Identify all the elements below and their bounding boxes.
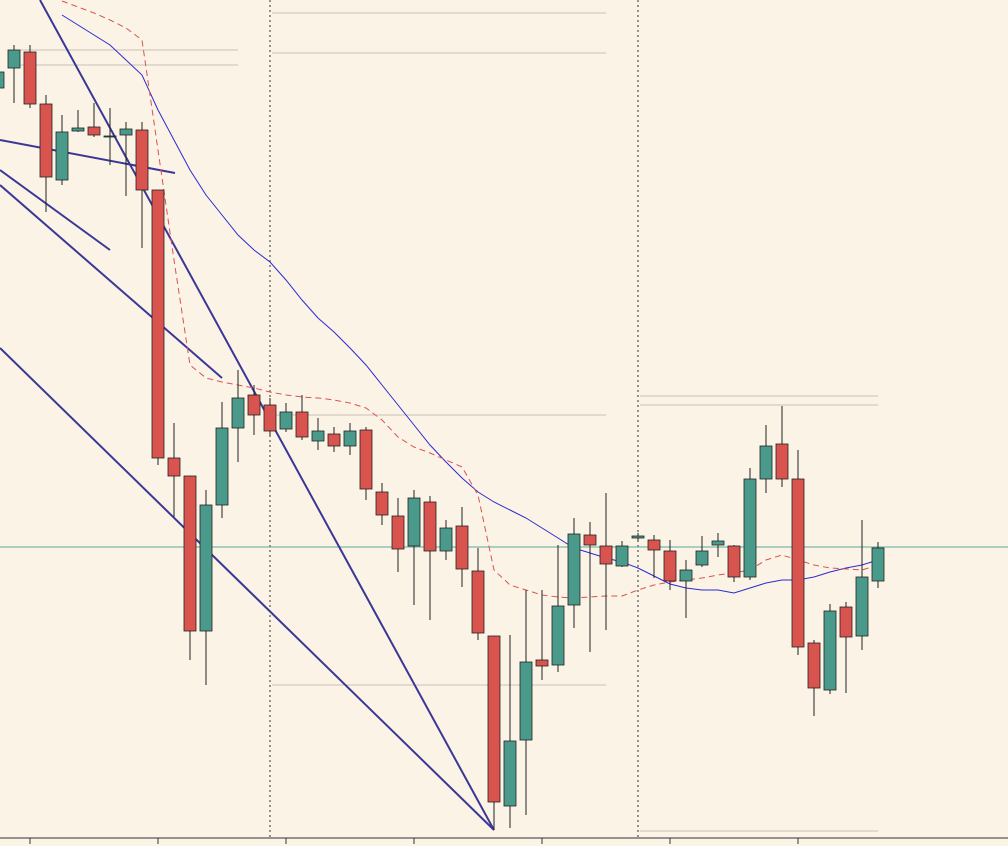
moving-average xyxy=(61,0,879,599)
candle-body xyxy=(375,491,389,516)
candle-body xyxy=(359,429,373,490)
moving-average xyxy=(61,14,879,594)
candle-body xyxy=(327,433,341,447)
trendline xyxy=(0,184,223,379)
candle-body xyxy=(71,127,85,132)
candle-body xyxy=(87,126,101,136)
candle-body xyxy=(871,547,885,582)
candle-body xyxy=(247,394,261,416)
candle-body xyxy=(759,445,773,480)
candle-body xyxy=(55,131,69,181)
candle-body xyxy=(391,515,405,550)
candle-body xyxy=(807,642,821,689)
candle-body xyxy=(775,443,789,480)
candle-body xyxy=(455,525,469,570)
candle-body xyxy=(583,534,597,546)
candle-body xyxy=(743,478,757,578)
candle-body xyxy=(407,497,421,547)
candle-body xyxy=(279,411,293,430)
candle-body xyxy=(103,135,117,138)
candle-body xyxy=(535,659,549,667)
time-axis xyxy=(0,837,1008,844)
candle-body xyxy=(215,427,229,506)
candle-body xyxy=(599,545,613,565)
candle-body xyxy=(343,430,357,447)
candle-body xyxy=(135,129,149,191)
candle-body xyxy=(663,550,677,582)
candle-body xyxy=(471,570,485,634)
candle-body xyxy=(183,475,197,632)
trendline xyxy=(0,139,176,174)
candle-body xyxy=(263,404,277,432)
candle-body xyxy=(567,533,581,606)
candle-body xyxy=(631,535,645,539)
candle-body xyxy=(311,430,325,442)
level-lines xyxy=(20,12,878,832)
candle-body xyxy=(519,661,533,741)
candle-body xyxy=(727,545,741,578)
candle-body xyxy=(711,540,725,546)
candle-body xyxy=(487,635,501,803)
candle-body xyxy=(423,501,437,552)
candle-body xyxy=(615,545,629,567)
candle-body xyxy=(647,539,661,551)
candle-body xyxy=(23,51,37,105)
candle-body xyxy=(119,128,133,136)
candle-body xyxy=(167,457,181,477)
candle-body xyxy=(855,576,869,637)
candle-body xyxy=(695,550,709,566)
candle-body xyxy=(503,740,517,807)
candle-body xyxy=(7,49,21,69)
trendline xyxy=(0,169,111,251)
candle-body xyxy=(679,569,693,582)
candle-body xyxy=(199,504,213,632)
trendlines xyxy=(0,0,495,831)
candle-body xyxy=(551,605,565,666)
candle-body xyxy=(295,411,309,438)
candle-body xyxy=(151,189,165,459)
candle-body xyxy=(439,527,453,552)
candle-body xyxy=(39,103,53,178)
candle-body xyxy=(0,71,5,89)
candle-body xyxy=(791,478,805,648)
candle-body xyxy=(839,606,853,638)
trendline xyxy=(0,347,495,831)
candle-body xyxy=(823,610,837,691)
candle-body xyxy=(231,397,245,429)
